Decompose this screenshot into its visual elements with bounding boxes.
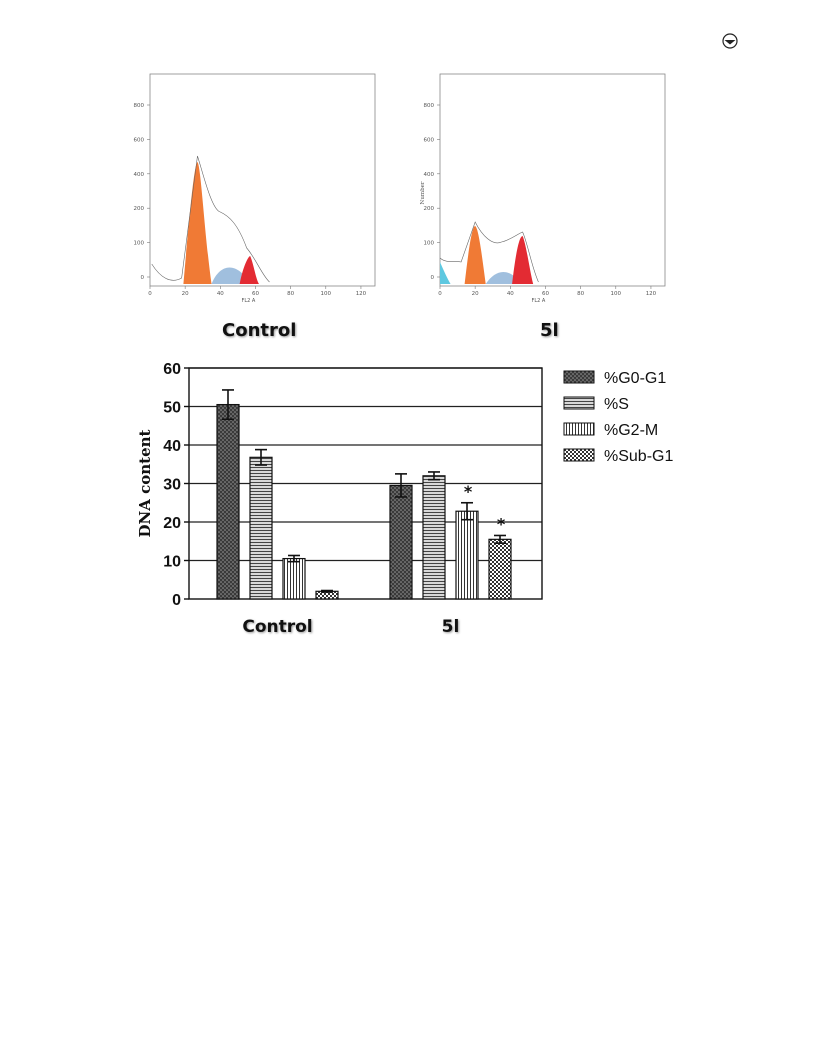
histogram-x-label: FL2 A <box>242 298 256 304</box>
legend-swatch <box>563 370 595 384</box>
histogram-y-tick-label: 100 <box>134 241 145 247</box>
bar-chart-y-tick-label: 10 <box>163 554 181 571</box>
legend-swatch <box>563 448 595 462</box>
histogram-x-tick-label: 40 <box>507 291 514 297</box>
legend-label: %G2-M <box>604 422 658 439</box>
histogram-s-phase-area <box>485 272 521 284</box>
histogram-y-tick-label: 100 <box>424 241 435 247</box>
histogram-label-5l: 5l <box>540 320 559 341</box>
histogram-x-tick-label: 60 <box>542 291 549 297</box>
bar-chart-y-tick-label: 30 <box>163 477 181 494</box>
bar-chart-frame <box>188 367 543 600</box>
histogram-label-control: Control <box>222 320 297 341</box>
bar-chart-y-tick-label: 20 <box>163 515 181 532</box>
histogram-envelope-line <box>151 155 270 283</box>
histogram-x-tick-label: 20 <box>472 291 479 297</box>
significance-mark: * <box>497 514 506 533</box>
histogram-y-tick-label: 200 <box>424 206 435 212</box>
significance-mark: * <box>464 482 473 501</box>
histogram-x-tick-label: 120 <box>356 291 367 297</box>
bar <box>422 475 446 600</box>
bar <box>282 557 306 600</box>
bar <box>455 510 479 600</box>
histogram-g2-m-peak <box>512 236 534 284</box>
histogram-y-tick-label: 600 <box>424 137 435 143</box>
histogram-frame <box>149 73 376 287</box>
histogram-x-tick-label: 100 <box>321 291 332 297</box>
histogram-x-tick-label: 100 <box>611 291 622 297</box>
bar-chart-y-tick-label: 50 <box>163 400 181 417</box>
histogram-x-label: FL2 A <box>532 298 546 304</box>
histogram-envelope-line <box>439 221 539 283</box>
histogram-g2-m-peak <box>239 256 259 284</box>
histogram-y-tick-label: 800 <box>134 103 145 109</box>
histogram-x-tick-label: 120 <box>646 291 657 297</box>
histogram-y-tick-label: 400 <box>134 172 145 178</box>
bar-chart-y-tick-label: 0 <box>172 592 181 609</box>
legend-swatch <box>563 396 595 410</box>
histogram-sub-g1-area <box>440 262 451 284</box>
bar-chart-category-label: 5l <box>442 617 460 637</box>
bar <box>249 456 273 600</box>
histogram-x-tick-label: 0 <box>148 291 152 297</box>
bar <box>216 403 240 600</box>
histogram-y-label: Number <box>420 181 426 204</box>
legend-label: %S <box>604 396 629 413</box>
bar-chart-y-tick-label: 60 <box>163 361 181 378</box>
histogram-x-tick-label: 40 <box>217 291 224 297</box>
bar <box>389 484 413 600</box>
histogram-y-tick-label: 200 <box>134 206 145 212</box>
histogram-x-tick-label: 0 <box>438 291 442 297</box>
histogram-control: 0 100 200 400 600 800 0 20 40 60 80 100 120 FL2 A <box>134 73 376 304</box>
legend-swatch <box>563 422 595 436</box>
histogram-x-tick-label: 60 <box>252 291 259 297</box>
histogram-5l: 0 100 200 400 600 800 0 20 40 60 80 100 120 FL2 A Numb… <box>420 73 666 304</box>
bar-chart-y-tick-label: 40 <box>163 438 181 455</box>
histogram-x-tick-label: 20 <box>182 291 189 297</box>
histogram-y-tick-label: 800 <box>424 103 435 109</box>
histogram-y-tick-label: 400 <box>424 172 435 178</box>
dna-content-bar-chart: 0 10 20 30 40 50 60 DNA content Control * * 5l %G0-G… <box>136 361 673 637</box>
bar <box>488 538 512 600</box>
legend-label: %G0-G1 <box>604 370 666 387</box>
histogram-y-tick-label: 0 <box>431 275 435 281</box>
circled-target-icon <box>722 33 738 49</box>
histogram-g0-g1-peak <box>464 226 486 284</box>
histogram-y-tick-label: 0 <box>141 275 145 281</box>
histogram-y-tick-label: 600 <box>134 137 145 143</box>
histogram-g0-g1-peak <box>183 162 212 284</box>
bar-chart-category-label: Control <box>242 617 312 637</box>
bar-chart-y-label: DNA content <box>136 429 154 537</box>
histogram-x-tick-label: 80 <box>577 291 584 297</box>
histogram-x-tick-label: 80 <box>287 291 294 297</box>
legend-label: %Sub-G1 <box>604 448 673 465</box>
